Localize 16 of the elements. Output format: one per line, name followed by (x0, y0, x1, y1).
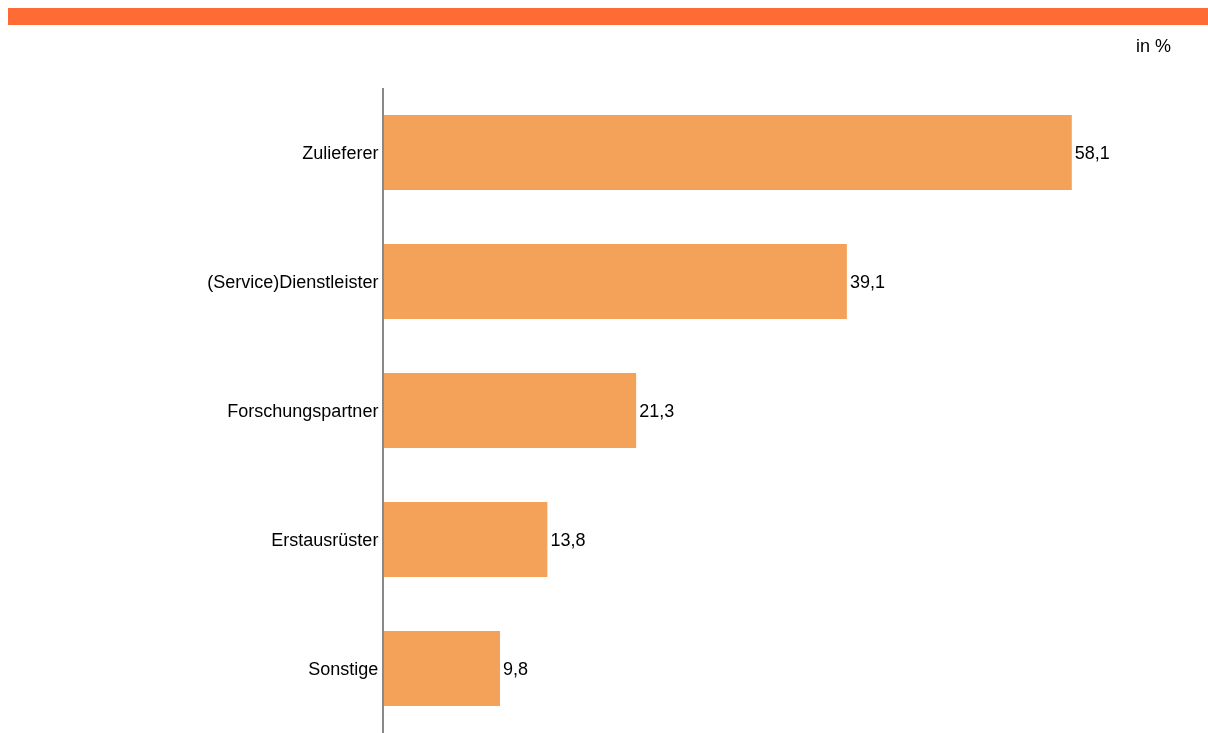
y-tick-label: (Service)Dienstleister (207, 271, 379, 292)
y-tick-label: Erstausrüster (271, 529, 379, 550)
data-label: 21,3 (639, 400, 675, 421)
y-tick-label: Sonstige (308, 658, 379, 679)
data-label: 58,1 (1074, 142, 1110, 163)
text: in % (1136, 36, 1172, 56)
y-tick-label: Forschungspartner (227, 400, 379, 421)
bar (384, 502, 548, 577)
data-label: 13,8 (550, 529, 586, 550)
bar (384, 244, 847, 319)
data-label: 9,8 (503, 658, 529, 679)
bar (384, 631, 501, 706)
y-tick-label: Zulieferer (302, 142, 379, 163)
data-label: 39,1 (849, 271, 885, 292)
bar (384, 115, 1072, 190)
bar (384, 373, 637, 448)
